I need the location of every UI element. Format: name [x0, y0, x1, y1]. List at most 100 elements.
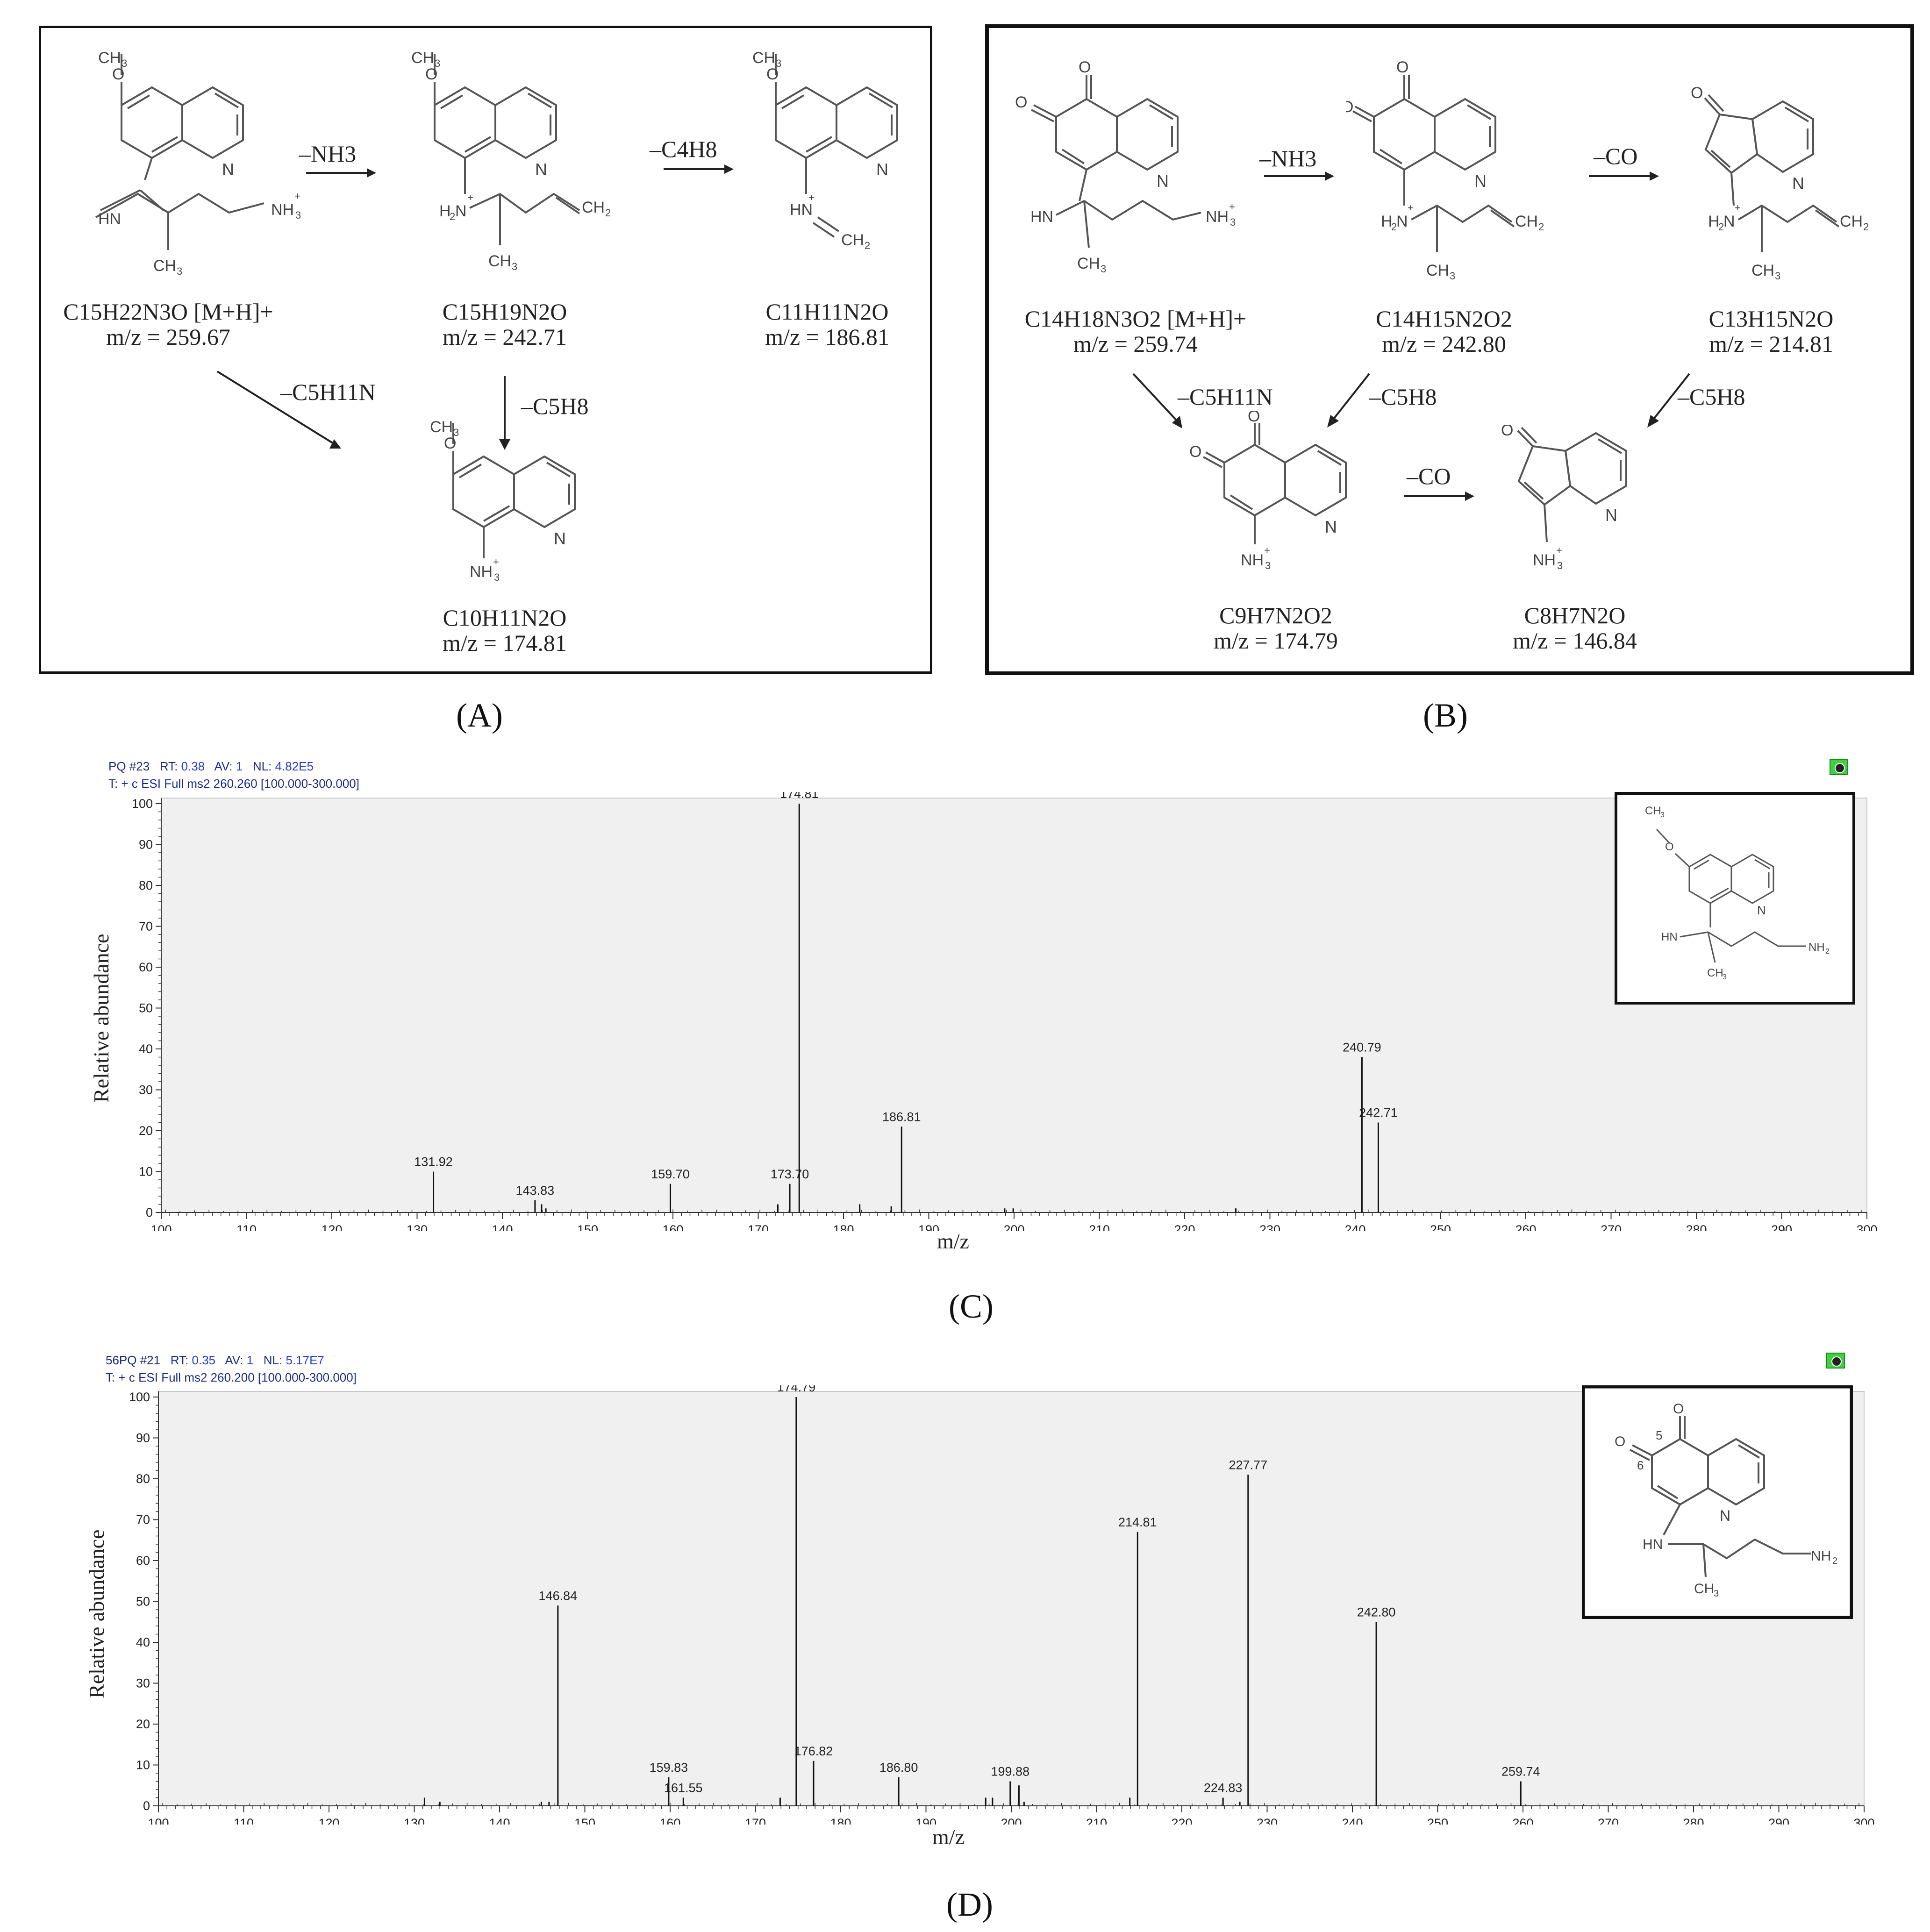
mz-a2: m/z = 242.71 [443, 324, 567, 350]
spectrum-d-xtick-label: 280 [1683, 1816, 1704, 1825]
panel-a-scheme [39, 26, 932, 674]
svg-text:NH: NH [1533, 551, 1556, 569]
spectrum-d-ytick-label: 80 [136, 1472, 150, 1486]
panel-d-label: (D) [946, 1886, 993, 1923]
svg-text:CH: CH [153, 257, 176, 275]
arrow-label-a-c5h11n: –C5H11N [280, 379, 376, 405]
spectrum-c-chart: 100 110 120 130 140 150 160 170 180 190 200 210 220 2… [132, 792, 1878, 1231]
spectrum-c-peak-label: 131.92 [414, 1155, 453, 1169]
svg-text:CH: CH [841, 231, 864, 249]
svg-text:N: N [455, 202, 467, 220]
svg-text:HN: HN [790, 201, 813, 219]
spectrum-d-view-icon[interactable] [1826, 1353, 1845, 1369]
spectrum-d-peak-label: 159.83 [650, 1761, 688, 1775]
spectrum-d-xtick-label: 260 [1512, 1816, 1533, 1825]
svg-text:O: O [766, 65, 779, 83]
svg-text:3: 3 [453, 427, 459, 438]
arrow-label-b-co2: –CO [1407, 463, 1451, 489]
spectrum-d-ytick-label: 0 [143, 1799, 150, 1813]
svg-text:N: N [1474, 171, 1487, 191]
formula-b2: C14H15N2O2 [1376, 306, 1512, 332]
svg-text:+: + [1229, 201, 1235, 213]
svg-text:NH: NH [1241, 551, 1264, 569]
arrow-label-b-c5h11n: –C5H11N [1178, 384, 1273, 410]
arrow-label-a-c5h8: –C5H8 [521, 393, 589, 419]
structure-a3: N CH 3 O HN+ CH 2 [752, 49, 898, 251]
spectrum-c-xtick-label: 100 [150, 1223, 172, 1231]
spectrum-c-peak-label: 240.79 [1343, 1041, 1381, 1055]
svg-text:H: H [1381, 213, 1393, 230]
spectrum-c-xtick-label: 250 [1430, 1223, 1451, 1231]
svg-text:O: O [1673, 1401, 1684, 1417]
spectrum-c-ytick-label: 70 [139, 920, 153, 934]
svg-text:CH: CH [582, 199, 605, 216]
inset-structure-d: O O 5 6 N HN CH3 NH 2 [1582, 1385, 1853, 1619]
svg-text:N: N [876, 160, 888, 179]
svg-text:O: O [1691, 84, 1703, 102]
svg-text:H: H [1708, 213, 1720, 230]
spectrum-d-xtick-label: 210 [1086, 1816, 1107, 1825]
inset-structure-c: CH3 O N HN CH3 NH 2 [1615, 792, 1855, 1005]
svg-text:O: O [444, 435, 456, 452]
svg-text:3: 3 [1101, 263, 1106, 275]
svg-text:CH: CH [1840, 213, 1863, 230]
structure-a4: N CH 3 O NH 3+ [430, 418, 576, 583]
arrow-a-c5h11n [216, 371, 341, 449]
arrow-label-b-nh3: –NH3 [1259, 145, 1317, 171]
spectrum-d-xtick-label: 140 [489, 1816, 510, 1825]
spectrum-c-peak-label: 173.70 [771, 1167, 809, 1181]
svg-text:+: + [1408, 202, 1414, 214]
svg-text:NH: NH [1206, 208, 1229, 226]
structure-b3: O N H2N+ CH 2 CH 3 [1691, 84, 1869, 282]
spectrum-d-ylabel: Relative abundance [85, 1529, 108, 1698]
svg-text:3: 3 [1660, 811, 1665, 819]
svg-text:NH: NH [1811, 1548, 1831, 1564]
svg-text:N: N [554, 529, 566, 548]
svg-text:HN: HN [1661, 931, 1678, 943]
spectrum-d-peak-label: 176.82 [794, 1744, 833, 1758]
formula-a4: C10H11N2O [443, 605, 567, 631]
svg-text:O: O [1615, 1434, 1625, 1449]
spectrum-d-xtick-label: 230 [1257, 1816, 1278, 1825]
spectrum-c-xtick-label: 210 [1089, 1223, 1110, 1231]
arrow-a-c4h8 [664, 164, 734, 174]
spectrum-c-view-icon[interactable] [1830, 759, 1848, 775]
svg-text:3: 3 [1265, 560, 1271, 571]
structure-a1: N CH 3 O HN CH 3 NH 3+ [95, 49, 301, 277]
svg-text:3: 3 [177, 265, 182, 277]
arrow-b-co2 [1404, 492, 1474, 501]
spectrum-d-ytick-label: 100 [129, 1390, 150, 1404]
svg-text:N: N [1157, 171, 1169, 191]
spectrum-c-peak-label: 186.81 [882, 1110, 921, 1124]
spectrum-d-xlabel: m/z [932, 1825, 965, 1849]
arrow-label-a-nh3: –NH3 [299, 141, 357, 167]
svg-text:3: 3 [1450, 270, 1455, 282]
spectrum-c-plot-area [161, 798, 1867, 1213]
arrow-b-c5h8-1 [1327, 373, 1370, 428]
spectrum-d-xtick-label: 290 [1768, 1816, 1789, 1825]
svg-text:2: 2 [450, 211, 455, 222]
svg-text:CH: CH [98, 49, 121, 67]
arrow-a-nh3 [306, 168, 376, 178]
svg-text:O: O [425, 65, 437, 83]
svg-text:O: O [112, 65, 124, 83]
spectrum-c-ytick-label: 80 [139, 878, 153, 892]
svg-text:HN: HN [98, 210, 121, 228]
spectrum-c-xtick-label: 240 [1344, 1223, 1365, 1231]
spectrum-c-xtick-label: 150 [577, 1223, 598, 1231]
spectrum-d-ytick-label: 60 [136, 1554, 150, 1568]
formula-a1: C15H22N3O [M+H]+ [63, 299, 273, 325]
spectrum-d-xtick-label: 270 [1598, 1816, 1619, 1825]
mz-a4: m/z = 174.81 [443, 630, 567, 656]
structure-b5: O N NH 3 + [1501, 425, 1627, 571]
spectrum-c-xtick-label: 290 [1771, 1223, 1792, 1231]
svg-text:CH: CH [488, 252, 511, 270]
svg-text:NH: NH [271, 201, 294, 219]
svg-text:2: 2 [605, 207, 611, 219]
spectrum-d-peak-label: 186.80 [879, 1761, 918, 1775]
spectrum-d-ytick-label: 10 [136, 1758, 150, 1772]
spectrum-c-xtick-label: 300 [1856, 1223, 1877, 1231]
spectrum-c-ytick-label: 20 [139, 1124, 153, 1138]
svg-text:O: O [1396, 61, 1408, 76]
svg-text:CH: CH [1426, 262, 1449, 279]
